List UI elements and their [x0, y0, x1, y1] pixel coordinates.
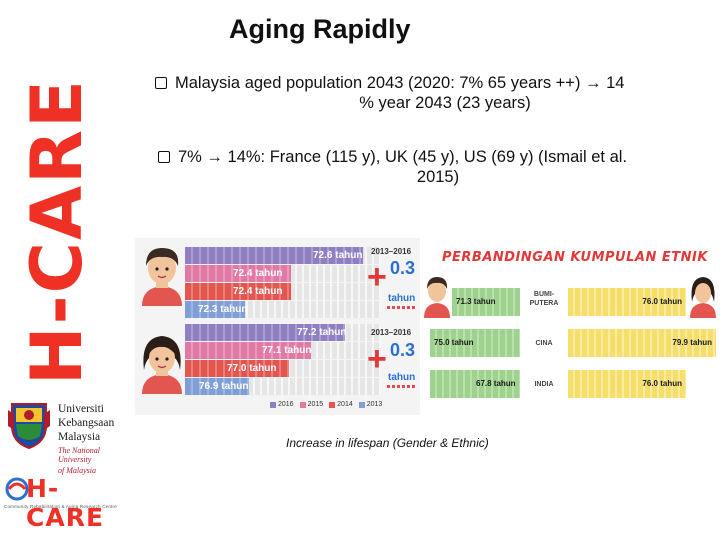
legend-item: 2015 — [299, 401, 324, 408]
gender-panel: 72.6 tahun 72.4 tahun 72.4 tahun 72.3 ta… — [135, 238, 420, 415]
bullet-line2: 2015) — [416, 168, 460, 186]
legend-item: 2016 — [270, 401, 294, 408]
hcare-wordmark: H-CARE — [26, 474, 105, 532]
legend-item: 2014 — [329, 401, 353, 408]
ethnic-panel: PERBANDINGAN KUMPULAN ETNIK 71.3 tahun B… — [420, 238, 720, 415]
legend-swatch — [358, 401, 365, 408]
male-increase-unit: tahun — [388, 293, 416, 304]
female-avatar-icon — [690, 277, 716, 318]
legend-label: 2015 — [307, 401, 324, 408]
year-legend: 2016 2015 2014 2013 — [270, 401, 382, 408]
legend-label: 2016 — [278, 401, 294, 408]
plus-icon: + — [367, 340, 387, 378]
slide-title: Aging Rapidly — [229, 14, 411, 44]
ethnic-female-bar: 79.9 tahun — [568, 329, 716, 357]
bullet-item: Malaysia aged population 2043 (2020: 7% … — [155, 73, 715, 113]
male-bar-2016: 72.6 tahun — [185, 247, 363, 264]
female-increase-value: 0.3 — [390, 340, 416, 360]
ukm-crest-icon — [8, 403, 50, 450]
hcare-logo: H-CARE Community Rehabilitation & Aging … — [4, 474, 134, 532]
male-avatar-icon — [142, 248, 182, 306]
ethnic-male-bar: 71.3 tahun — [452, 288, 520, 316]
ethnic-male-bar: 67.8 tahun — [430, 370, 520, 398]
female-bar-2014: 77.0 tahun — [185, 360, 289, 377]
squiggle-underline — [387, 306, 417, 309]
ukm-motto-line2: of Malaysia — [58, 466, 96, 475]
ukm-wordmark: Universiti Kebangsaan Malaysia The Natio… — [58, 402, 134, 475]
lifespan-infographic: 72.6 tahun 72.4 tahun 72.4 tahun 72.3 ta… — [135, 238, 720, 415]
hcare-swirl-icon — [5, 477, 29, 501]
legend-label: 2014 — [337, 401, 353, 408]
checkbox-bullet-icon — [158, 151, 170, 163]
ethnic-group-label: INDIA — [534, 381, 554, 388]
female-avatar-icon — [142, 336, 182, 394]
male-avatar-icon — [424, 277, 450, 318]
infographic-caption: Increase in lifespan (Gender & Ethnic) — [286, 436, 489, 450]
squiggle-underline — [387, 385, 417, 388]
bullet-item: 7% → 14%: France (115 y), UK (45 y), US … — [158, 147, 698, 187]
female-period-label: 2013–2016 — [371, 328, 412, 337]
ethnic-female-bar: 76.0 tahun — [568, 370, 686, 398]
ukm-line3: Malaysia — [58, 431, 101, 443]
ukm-logo: Universiti Kebangsaan Malaysia The Natio… — [6, 400, 134, 475]
legend-swatch — [329, 401, 336, 408]
legend-swatch — [270, 401, 276, 408]
female-bar-2013: 76.9 tahun — [185, 378, 249, 395]
ethnic-female-bar: 76.0 tahun — [568, 288, 686, 316]
female-increase-unit: tahun — [388, 372, 416, 383]
legend-label: 2013 — [366, 401, 383, 408]
female-bar-2015: 77.1 tahun — [185, 342, 311, 359]
plus-icon: + — [367, 258, 387, 296]
ukm-motto-line1: The National University — [58, 446, 101, 464]
ukm-line2: Kebangsaan — [58, 417, 115, 429]
male-bar-2015: 72.4 tahun — [185, 265, 291, 282]
male-bar-2013: 72.3 tahun — [185, 301, 247, 318]
male-bar-2014: 72.4 tahun — [185, 283, 291, 300]
male-increase-value: 0.3 — [390, 258, 416, 278]
legend-swatch — [299, 401, 306, 408]
checkbox-bullet-icon — [155, 77, 167, 89]
male-period-label: 2013–2016 — [371, 247, 412, 256]
hcare-subtitle: Community Rehabilitation & Aging Researc… — [4, 504, 117, 509]
ethnic-title: PERBANDINGAN KUMPULAN ETNIK — [442, 250, 708, 265]
ethnic-male-bar: 75.0 tahun — [430, 329, 520, 357]
sidebar-band — [0, 0, 135, 395]
ethnic-group-label: CINA — [535, 340, 553, 347]
female-bar-2016: 77.2 tahun — [185, 324, 346, 341]
legend-item: 2013 — [358, 401, 383, 408]
bullet-line1: Malaysia aged population 2043 (2020: 7% … — [175, 74, 625, 92]
bullet-line2: % year 2043 (23 years) — [359, 94, 531, 112]
vertical-title: H-CARE — [16, 78, 98, 385]
sidebar: H-CARE Universiti Kebangsaan Malaysia Th… — [0, 0, 135, 540]
bullet-line1: 7% → 14%: France (115 y), UK (45 y), US … — [178, 148, 627, 166]
ukm-line1: Universiti — [58, 403, 104, 415]
ethnic-group-label: BUMI-PUTERA — [529, 291, 559, 307]
